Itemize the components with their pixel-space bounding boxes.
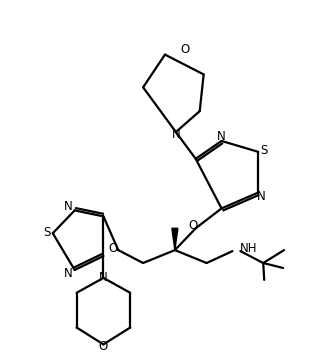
Text: S: S	[43, 226, 51, 239]
Text: N: N	[99, 272, 108, 284]
Text: NH: NH	[239, 242, 257, 255]
Text: S: S	[260, 144, 268, 158]
Text: O: O	[99, 340, 108, 353]
Text: O: O	[180, 43, 190, 56]
Text: N: N	[64, 267, 73, 280]
Text: N: N	[217, 131, 226, 143]
Text: O: O	[109, 242, 118, 255]
Text: N: N	[257, 190, 266, 203]
Text: N: N	[171, 129, 180, 142]
Polygon shape	[172, 228, 178, 250]
Text: N: N	[64, 200, 73, 213]
Text: O: O	[188, 219, 197, 232]
